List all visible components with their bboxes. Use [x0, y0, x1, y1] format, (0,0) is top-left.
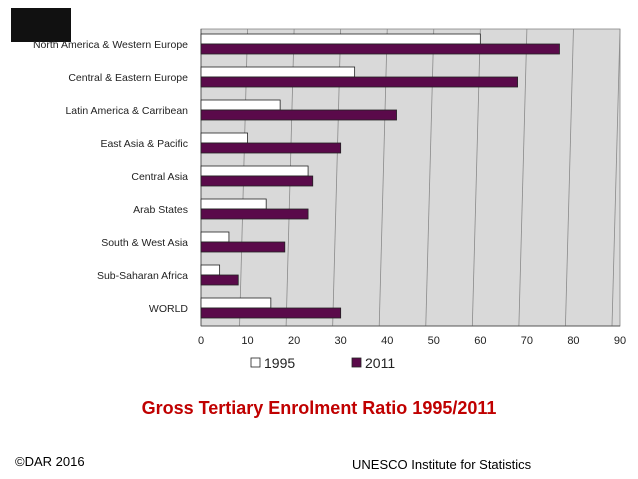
bar-1995: [200, 231, 230, 243]
category-label: Central & Eastern Europe: [68, 72, 188, 84]
legend-swatch-2011: [351, 357, 362, 368]
bar-1995: [200, 264, 221, 276]
legend-swatch-1995: [250, 357, 261, 368]
bar-1995: [200, 165, 309, 177]
category-label: Central Asia: [131, 171, 188, 183]
chart-title: Gross Tertiary Enrolment Ratio 1995/2011: [141, 398, 497, 418]
legend-label-2011: 2011: [365, 355, 395, 371]
bar-2011: [200, 43, 560, 55]
logo-icon: [11, 8, 71, 42]
gridline: [565, 28, 574, 327]
bar-2011: [200, 175, 314, 187]
gridline: [518, 28, 528, 327]
bar-1995: [200, 66, 356, 78]
x-tick-label: 90: [614, 335, 626, 347]
bar-1995: [200, 33, 481, 45]
bar-2011: [200, 274, 239, 286]
category-label: North America & Western Europe: [33, 39, 188, 51]
bar-2011: [200, 76, 518, 88]
x-tick-label: 0: [198, 335, 204, 347]
x-tick-label: 30: [335, 335, 347, 347]
bar-1995: [200, 132, 248, 144]
legend-label-1995: 1995: [264, 355, 295, 371]
category-label: WORLD: [149, 303, 189, 315]
x-tick-label: 80: [567, 335, 579, 347]
category-label: East Asia & Pacific: [100, 138, 188, 150]
bar-1995: [200, 99, 281, 111]
category-label: South & West Asia: [101, 237, 188, 249]
gridline: [611, 28, 621, 327]
x-tick-label: 20: [288, 335, 300, 347]
x-tick-label: 40: [381, 335, 393, 347]
x-tick-label: 70: [521, 335, 533, 347]
category-label: Arab States: [133, 204, 188, 216]
bar-2011: [200, 109, 397, 121]
x-tick-label: 60: [474, 335, 486, 347]
bar-2011: [200, 142, 342, 154]
chart: 0 10 20 30 40 50 60 70 80 90 North America & Weste…: [33, 28, 626, 371]
x-tick-label: 50: [428, 335, 440, 347]
bar-1995: [200, 297, 272, 309]
category-label: Latin America & Carribean: [65, 105, 188, 117]
copyright-text: ©DAR 2016: [15, 454, 85, 469]
bar-2011: [200, 208, 309, 220]
source-text: UNESCO Institute for Statistics: [352, 457, 532, 472]
bar-2011: [200, 307, 342, 319]
bar-1995: [200, 198, 267, 210]
category-label: Sub-Saharan Africa: [97, 270, 188, 282]
bar-2011: [200, 241, 286, 253]
x-tick-label: 10: [241, 335, 253, 347]
